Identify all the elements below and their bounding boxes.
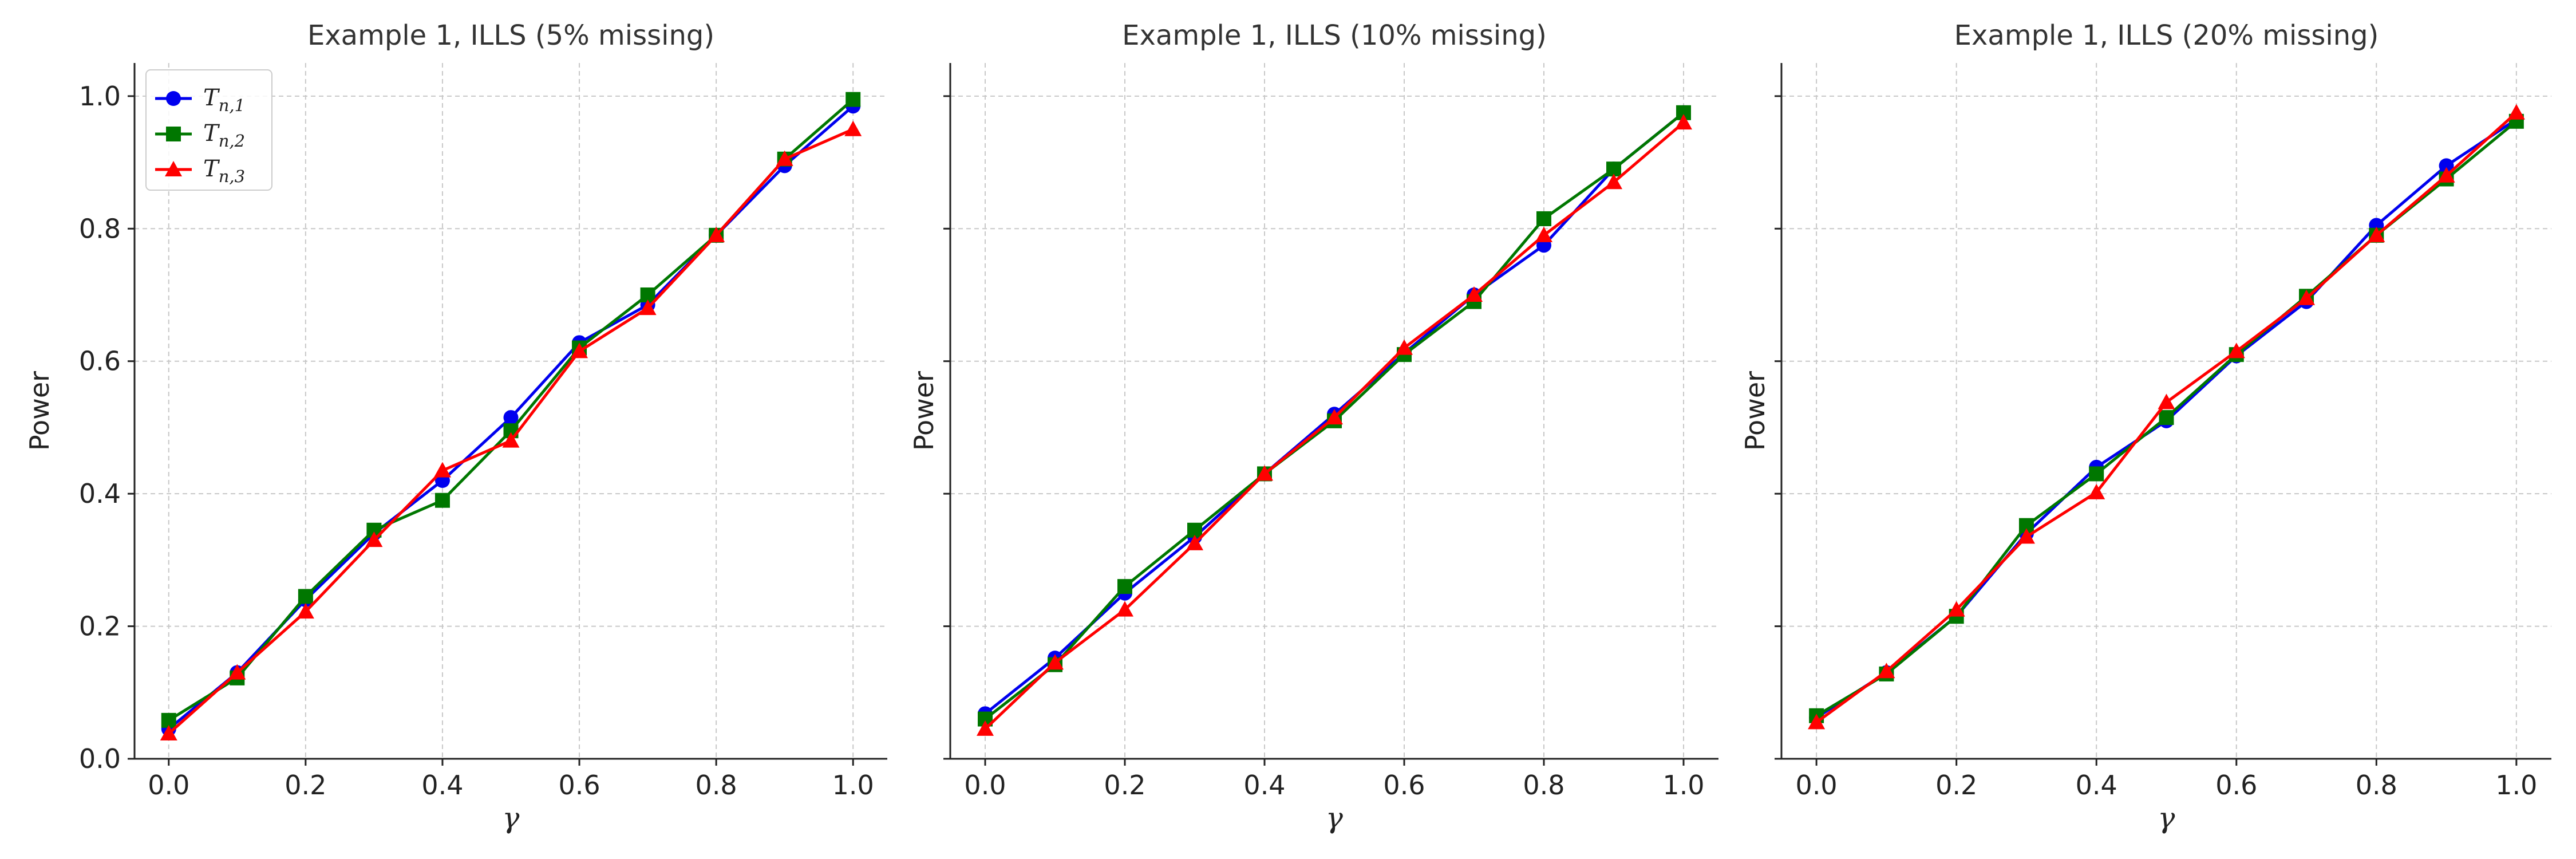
legend-marker bbox=[165, 161, 182, 176]
data-point bbox=[2089, 466, 2104, 482]
y-tick-label: 0.4 bbox=[79, 478, 121, 509]
data-point bbox=[1605, 174, 1622, 190]
data-point bbox=[1536, 211, 1551, 226]
x-tick-label: 0.6 bbox=[558, 770, 600, 801]
data-point bbox=[2227, 342, 2245, 358]
chart-title: Example 1, ILLS (10% missing) bbox=[1122, 19, 1547, 52]
data-point bbox=[1878, 663, 1895, 679]
series-1 bbox=[161, 98, 861, 736]
data-point bbox=[228, 664, 246, 680]
x-tick-label: 0.0 bbox=[1796, 770, 1838, 801]
data-point bbox=[708, 226, 725, 242]
data-point bbox=[639, 300, 657, 316]
y-tick-label: 0.0 bbox=[79, 743, 121, 774]
data-point bbox=[2437, 167, 2455, 183]
data-point bbox=[1535, 226, 1552, 242]
data-point bbox=[571, 342, 588, 358]
legend: Tn,1 Tn,2 Tn,3 bbox=[145, 69, 272, 191]
chart-panel-3: Example 1, ILLS (20% missing) 0.0 0.2 0.4 0.… bbox=[1740, 19, 2551, 834]
data-point bbox=[1117, 579, 1132, 594]
data-point bbox=[160, 725, 177, 741]
chart-title: Example 1, ILLS (5% missing) bbox=[307, 19, 714, 52]
data-point bbox=[1046, 654, 1064, 670]
x-tick-label: 0.2 bbox=[1935, 770, 1977, 801]
y-tick-label: 0.6 bbox=[79, 346, 121, 377]
chart-title: Example 1, ILLS (20% missing) bbox=[1954, 19, 2379, 52]
x-tick-label: 0.2 bbox=[285, 770, 326, 801]
x-axis-label: γ bbox=[2158, 801, 2175, 834]
series-3 bbox=[160, 120, 862, 741]
data-point bbox=[2159, 410, 2174, 425]
series-3 bbox=[1808, 104, 2525, 730]
data-point bbox=[2298, 289, 2316, 305]
x-tick-label: 0.8 bbox=[2356, 770, 2397, 801]
x-tick-label: 0.8 bbox=[696, 770, 737, 801]
x-tick-label: 0.6 bbox=[2215, 770, 2257, 801]
chart-panel-1: Example 1, ILLS (5% missing) 0.0 0.2 0.4 0.6… bbox=[24, 19, 887, 834]
data-point bbox=[503, 410, 519, 425]
data-point bbox=[502, 432, 520, 448]
data-point bbox=[2507, 104, 2525, 120]
y-axis-label: Power bbox=[24, 371, 55, 451]
legend-label: Tn,2 bbox=[203, 120, 245, 151]
x-tick-label: 0.0 bbox=[964, 770, 1006, 801]
legend-marker bbox=[166, 91, 181, 106]
data-point bbox=[1675, 114, 1692, 130]
data-point bbox=[2088, 483, 2105, 499]
data-point bbox=[1116, 601, 1133, 617]
x-tick-label: 0.8 bbox=[1523, 770, 1564, 801]
series-3 bbox=[977, 114, 1692, 736]
data-point bbox=[1808, 714, 1826, 730]
y-axis-label: Power bbox=[908, 371, 939, 451]
series-2 bbox=[1809, 113, 2524, 723]
data-point bbox=[298, 589, 313, 604]
data-point bbox=[365, 531, 383, 547]
data-point bbox=[1326, 409, 1343, 425]
x-tick-label: 0.0 bbox=[148, 770, 189, 801]
data-point bbox=[1186, 534, 1203, 550]
x-tick-label: 0.4 bbox=[421, 770, 463, 801]
data-point bbox=[2439, 158, 2454, 174]
data-point bbox=[1396, 339, 1413, 355]
x-tick-label: 1.0 bbox=[832, 770, 874, 801]
x-tick-label: 0.4 bbox=[2076, 770, 2117, 801]
x-tick-label: 1.0 bbox=[2495, 770, 2537, 801]
data-point bbox=[776, 150, 793, 166]
data-point bbox=[2017, 528, 2035, 544]
data-point bbox=[846, 92, 861, 107]
chart-panel-2: Example 1, ILLS (10% missing) 0.0 0.2 0.4 0.… bbox=[908, 19, 1718, 834]
x-tick-label: 0.6 bbox=[1383, 770, 1425, 801]
data-point bbox=[297, 603, 314, 619]
data-point bbox=[433, 462, 451, 478]
data-point bbox=[2158, 393, 2175, 409]
data-point bbox=[1465, 286, 1483, 302]
y-tick-label: 0.8 bbox=[79, 213, 121, 244]
data-point bbox=[434, 492, 450, 508]
x-axis-label: γ bbox=[503, 801, 520, 834]
y-tick-label: 1.0 bbox=[79, 81, 121, 112]
legend-marker bbox=[166, 127, 181, 141]
x-axis-label: γ bbox=[1326, 801, 1343, 834]
series-line bbox=[168, 98, 854, 722]
data-point bbox=[977, 720, 994, 736]
data-point bbox=[844, 120, 862, 136]
data-point bbox=[2368, 226, 2385, 242]
x-tick-label: 0.4 bbox=[1243, 770, 1285, 801]
y-tick-label: 0.2 bbox=[79, 611, 121, 642]
x-tick-label: 0.2 bbox=[1104, 770, 1145, 801]
data-point bbox=[1256, 465, 1273, 481]
x-tick-label: 1.0 bbox=[1662, 770, 1704, 801]
data-point bbox=[1947, 601, 1965, 617]
y-axis-label: Power bbox=[1740, 371, 1771, 451]
legend-label: Tn,1 bbox=[203, 85, 245, 115]
legend-label: Tn,3 bbox=[203, 156, 245, 186]
